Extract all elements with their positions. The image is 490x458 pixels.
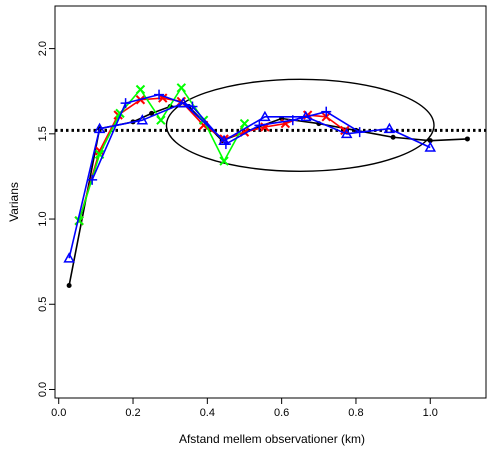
marker-stroke: [219, 156, 229, 166]
series-line: [68, 102, 431, 259]
highlight-ellipse: [165, 78, 435, 173]
marker-stroke: [340, 125, 350, 136]
x-tick-label: 0.6: [274, 407, 289, 419]
y-axis-label: Varians: [7, 182, 21, 222]
marker-stroke: [94, 149, 105, 159]
data-point: [300, 110, 312, 122]
data-point: [135, 84, 146, 95]
data-point: [156, 115, 166, 125]
marker-stroke: [156, 115, 166, 125]
data-point: [427, 138, 433, 144]
data-point: [390, 134, 396, 140]
data-point: [424, 141, 437, 152]
x-tick-label: 0.8: [348, 407, 363, 419]
x-tick-label: 0.4: [200, 407, 215, 419]
data-point: [74, 216, 84, 226]
data-point: [254, 120, 265, 131]
series-line: [68, 105, 468, 286]
marker-stroke: [158, 93, 168, 103]
data-point: [219, 156, 229, 166]
series: [63, 97, 437, 263]
y-tick-label: 2.0: [37, 41, 49, 56]
data-point: [66, 283, 72, 289]
y-tick-label: 0.0: [37, 382, 49, 397]
y-tick-label: 1.0: [37, 211, 49, 226]
data-point: [93, 122, 106, 134]
marker-stroke: [74, 216, 84, 226]
plot-frame: [54, 5, 487, 399]
series: [74, 83, 250, 226]
data-point: [259, 110, 271, 122]
data-point: [464, 136, 470, 142]
data-point: [383, 122, 396, 134]
y-tick-label: 1.5: [37, 126, 49, 141]
data-point: [321, 106, 332, 117]
data-point: [87, 174, 98, 185]
y-axis: 0.0 0.5 1.0 1.5 2.0: [37, 41, 55, 397]
data-point: [136, 114, 149, 125]
marker-stroke: [176, 83, 187, 93]
data-point: [187, 101, 198, 112]
marker-stroke: [135, 84, 146, 95]
marker-stroke: [239, 118, 250, 129]
x-tick-label: 1.0: [423, 407, 438, 419]
data-point: [120, 98, 131, 109]
x-tick-label: 0.0: [51, 407, 66, 419]
data-point: [218, 134, 230, 145]
data-point: [154, 89, 165, 100]
data-point: [63, 252, 75, 263]
data-point: [340, 127, 353, 139]
x-axis: 0.0 0.2 0.4 0.6 0.8 1.0: [51, 398, 438, 419]
plot-area: [55, 78, 486, 289]
data-point: [176, 83, 187, 93]
x-axis-label: Afstand mellem observationer (km): [179, 432, 365, 446]
x-tick-label: 0.2: [125, 407, 140, 419]
data-point: [149, 110, 155, 116]
data-point: [177, 97, 189, 108]
y-tick-label: 0.5: [37, 297, 49, 312]
